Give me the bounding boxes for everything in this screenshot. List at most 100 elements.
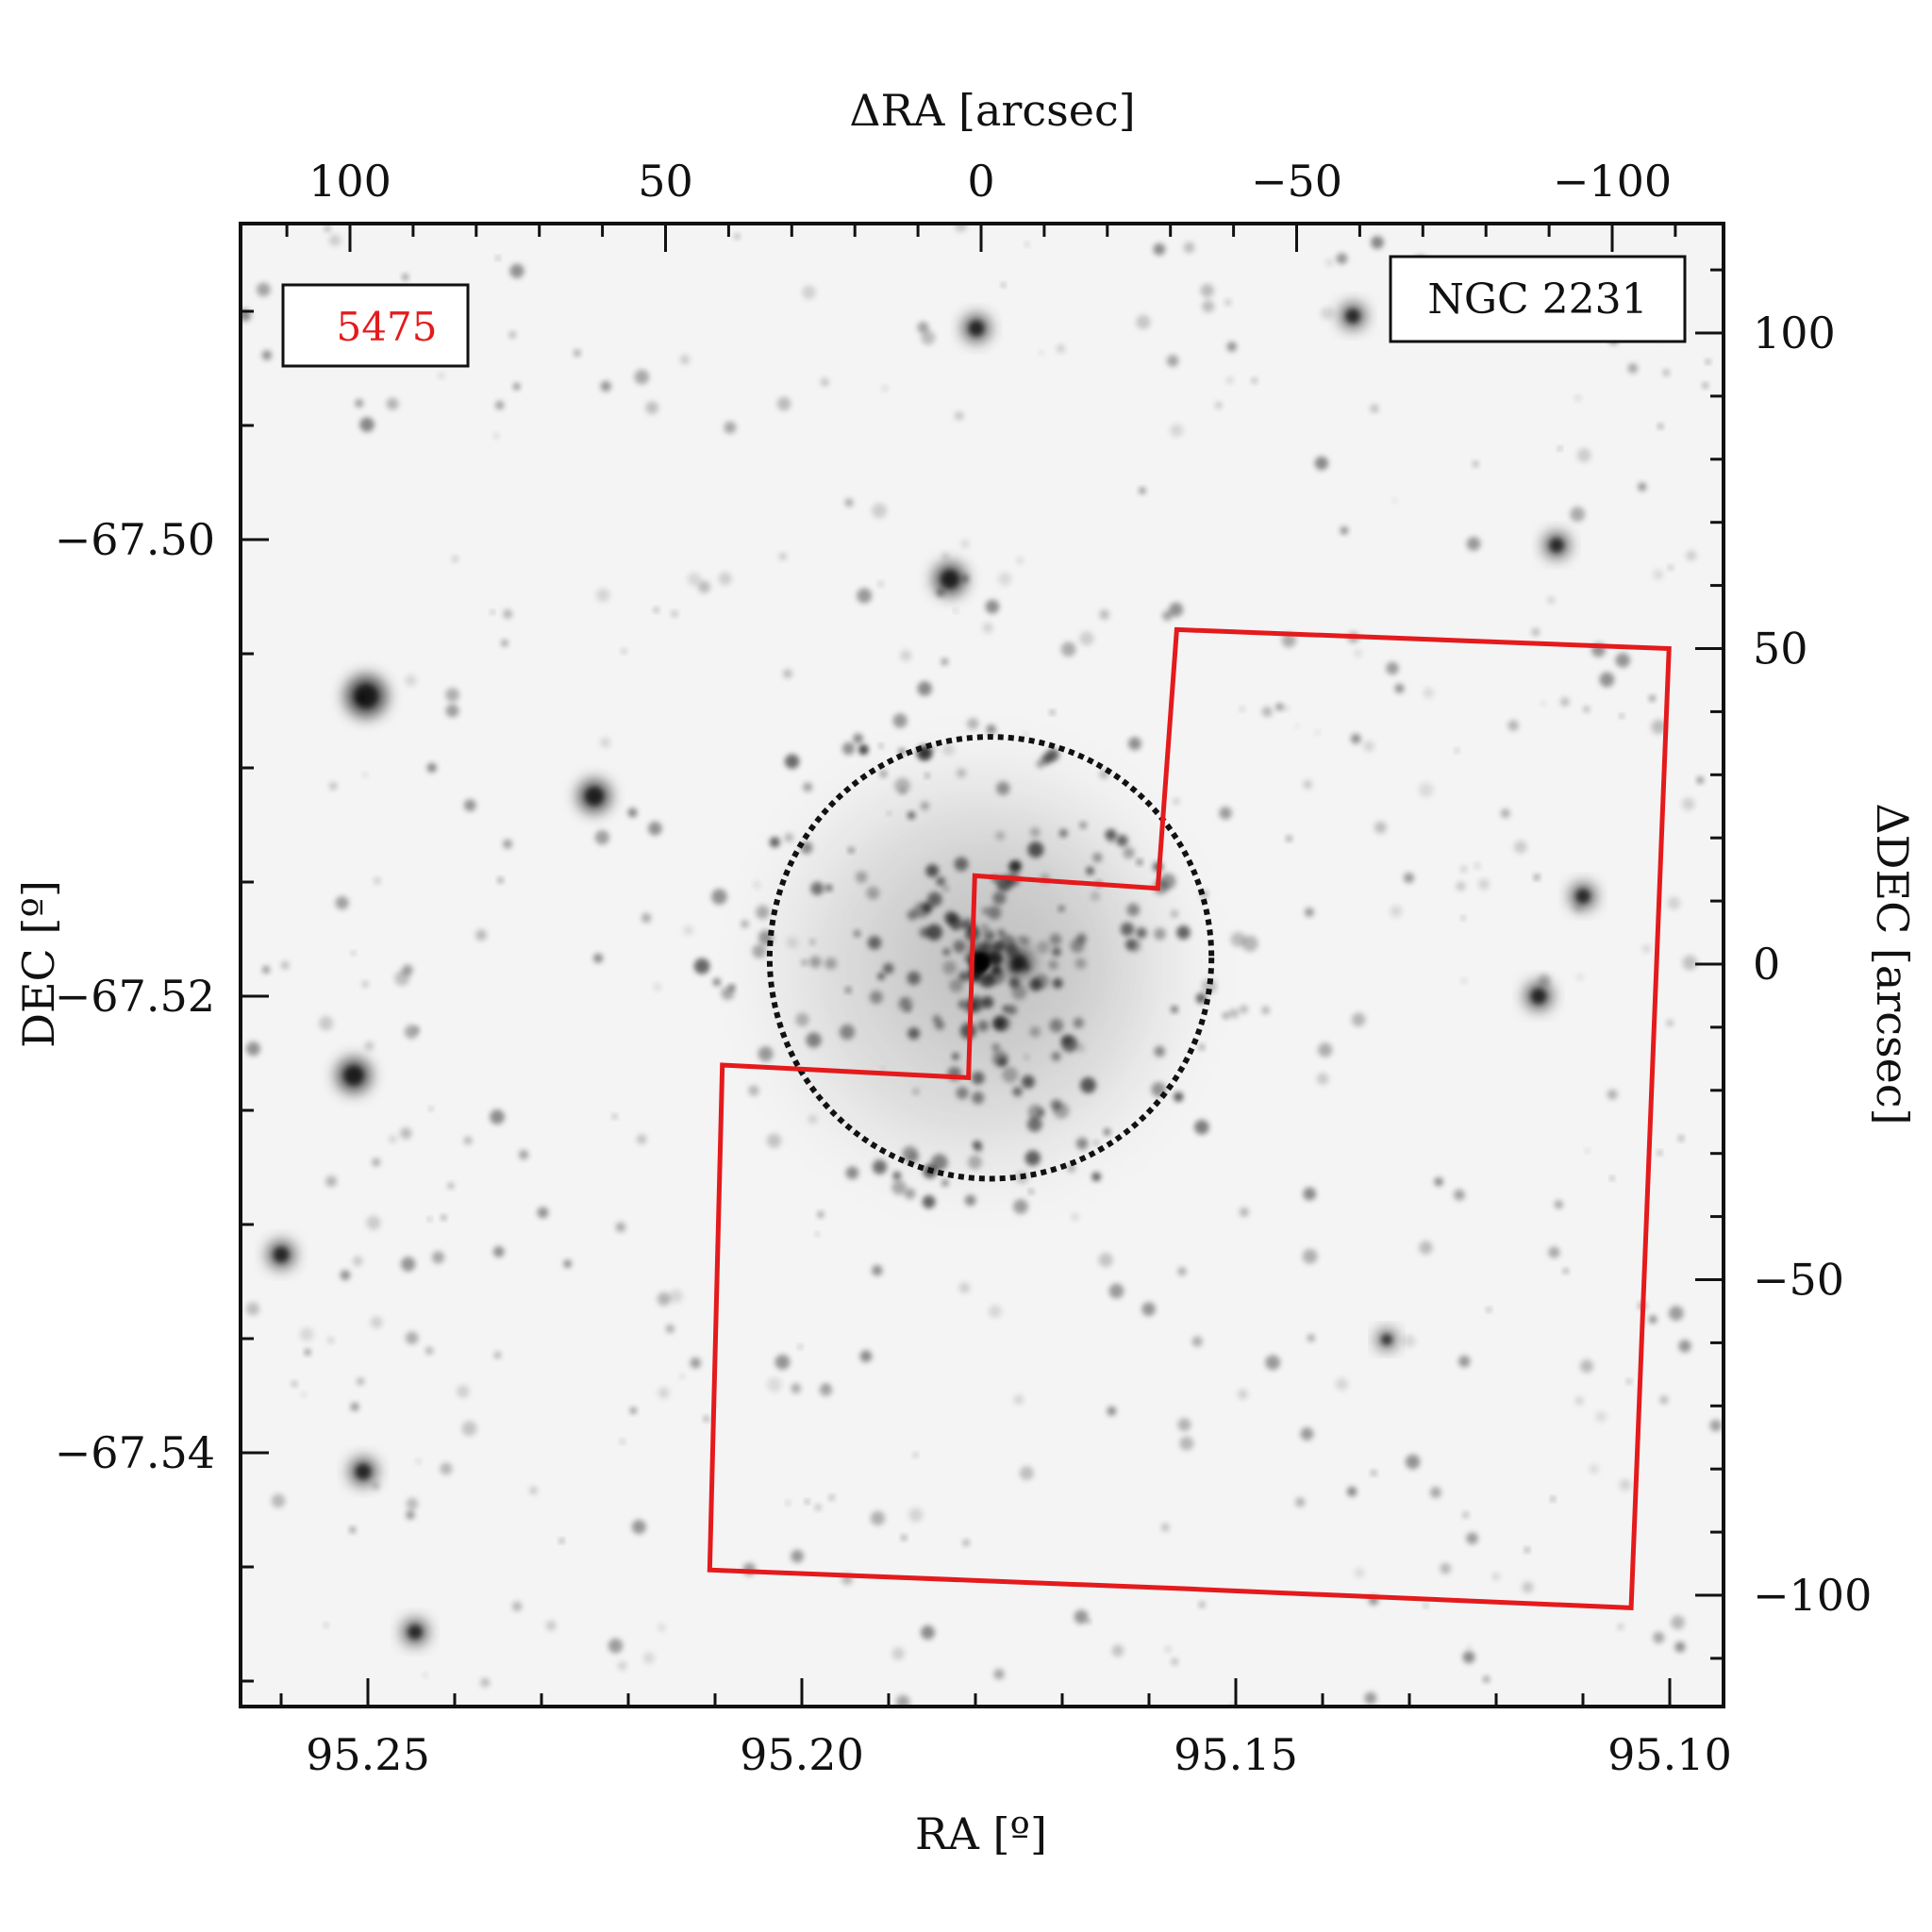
star (1316, 1073, 1329, 1085)
star (1075, 1043, 1086, 1053)
star (1092, 852, 1103, 863)
star (1116, 834, 1128, 847)
star (882, 962, 894, 974)
star (245, 1302, 260, 1316)
star (828, 1494, 835, 1501)
star (1303, 1187, 1317, 1201)
star (1507, 720, 1519, 731)
star (1281, 633, 1296, 648)
star (867, 936, 882, 950)
star (1099, 609, 1109, 620)
star (1049, 1018, 1064, 1033)
star (1486, 1307, 1491, 1312)
star (1351, 733, 1361, 744)
star (683, 924, 693, 936)
star (1058, 828, 1068, 838)
star (1574, 1396, 1584, 1406)
star (1307, 1334, 1315, 1342)
star (537, 1207, 549, 1219)
star (440, 1462, 453, 1475)
star (1093, 1140, 1099, 1145)
star (593, 953, 604, 963)
object-name-box (1389, 255, 1687, 343)
star (786, 1500, 791, 1506)
star (402, 274, 408, 280)
star (452, 556, 458, 562)
star (905, 1006, 911, 1012)
star (508, 331, 516, 339)
star (1557, 446, 1562, 451)
star (328, 234, 341, 246)
star (1491, 1573, 1500, 1581)
star (841, 741, 856, 756)
star (721, 986, 735, 1000)
star (1120, 922, 1135, 937)
star (981, 907, 990, 915)
star (992, 1016, 1007, 1031)
star (1563, 1268, 1569, 1274)
star (344, 1066, 363, 1085)
star (1570, 507, 1586, 523)
star (621, 648, 627, 654)
star (954, 857, 969, 872)
star (1653, 569, 1664, 580)
star (350, 1402, 359, 1411)
star (784, 833, 794, 842)
star (1024, 242, 1029, 247)
star (1198, 1043, 1205, 1051)
star (1303, 779, 1313, 790)
field-id-label: 5475 (337, 304, 438, 350)
star (357, 1377, 365, 1386)
star (1403, 1334, 1416, 1348)
bottom-axis-title: RA [º] (915, 1808, 1047, 1859)
star (872, 503, 888, 519)
star (942, 885, 949, 891)
star (425, 1346, 434, 1355)
star (492, 1246, 505, 1257)
star (1013, 1394, 1024, 1406)
star (1202, 300, 1215, 313)
star (361, 980, 369, 988)
star (1029, 826, 1041, 838)
star (1659, 1395, 1669, 1405)
star (987, 906, 1002, 920)
bottom-tick-label: 95.25 (306, 1729, 430, 1780)
star (1090, 891, 1101, 902)
star (998, 1058, 1007, 1066)
star (1058, 905, 1065, 912)
star (859, 744, 869, 754)
star (1136, 927, 1147, 939)
star (431, 1251, 445, 1264)
star (809, 939, 816, 945)
star (658, 1624, 666, 1632)
star (1657, 424, 1663, 429)
star (690, 1357, 702, 1369)
star (299, 1327, 314, 1341)
star (988, 1305, 1002, 1319)
star (627, 808, 638, 818)
star (402, 964, 413, 976)
star (791, 1383, 802, 1394)
star (370, 1316, 383, 1329)
star (1183, 242, 1195, 254)
star (1020, 936, 1030, 946)
star (585, 787, 604, 806)
star (844, 987, 852, 993)
star (335, 895, 349, 910)
star (1455, 748, 1459, 753)
star (1024, 1054, 1030, 1060)
star (1580, 1359, 1594, 1374)
star (426, 762, 437, 773)
star (892, 1171, 902, 1180)
star (913, 1452, 919, 1457)
star (1177, 1267, 1187, 1276)
star (892, 713, 908, 728)
star (803, 782, 813, 792)
star (1195, 992, 1207, 1004)
star (679, 355, 691, 365)
star (1028, 1189, 1034, 1194)
star (513, 383, 521, 391)
star (1153, 242, 1166, 256)
star (1108, 1283, 1124, 1299)
star (271, 1493, 286, 1508)
